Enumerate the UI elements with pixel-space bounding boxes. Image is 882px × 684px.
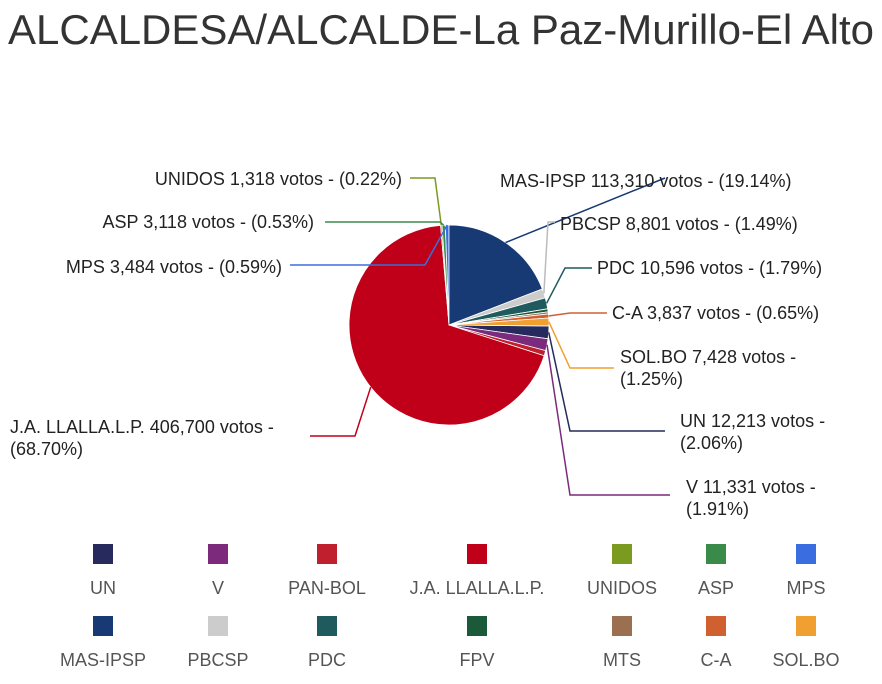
legend-label: MTS (603, 650, 641, 670)
legend-swatch (612, 544, 632, 564)
legend-label: C-A (700, 650, 732, 670)
leader-line (545, 267, 592, 304)
leader-line (548, 321, 614, 369)
chart-title: ALCALDESA/ALCALDE-La Paz-Murillo-El Alto (7, 6, 874, 53)
leader-line (505, 177, 666, 244)
data-label: MPS 3,484 votos - (0.59%) (65, 257, 282, 277)
legend-label: PBCSP (187, 650, 249, 670)
legend-swatch (208, 616, 228, 636)
leader-line (410, 177, 443, 226)
data-label: PBCSP 8,801 votos - (1.49%) (560, 214, 798, 234)
legend-label: PDC (307, 650, 346, 670)
leader-line (325, 221, 445, 226)
legend-label: ASP (697, 578, 735, 598)
legend-swatch (796, 616, 816, 636)
legend-swatch (208, 544, 228, 564)
pie-slice (448, 317, 550, 327)
legend-swatch (612, 616, 632, 636)
data-label: UN 12,213 votos - (2.06%) (680, 411, 826, 453)
legend-label: SOL.BO (772, 650, 840, 670)
data-label: ASP 3,118 votos - (0.53%) (102, 212, 314, 232)
legend-label: MAS-IPSP (59, 650, 147, 670)
legend-label: UNIDOS (586, 578, 657, 598)
legend-swatch (317, 544, 337, 564)
legend-swatch (317, 616, 337, 636)
legend-swatch (467, 544, 487, 564)
data-label: SOL.BO 7,428 votos - (1.25%) (620, 347, 797, 389)
legend-swatch (93, 616, 113, 636)
leader-line (543, 221, 555, 294)
legend-swatch (706, 544, 726, 564)
legend-label: FPV (459, 650, 495, 670)
leader-line (310, 386, 372, 437)
data-label: V 11,331 votos - (1.91%) (686, 477, 816, 519)
data-label: MAS-IPSP 113,310 votos - (19.14%) (500, 171, 792, 191)
legend-label: MPS (786, 578, 826, 598)
pie-slice (348, 224, 545, 426)
legend-swatch (796, 544, 816, 564)
data-label: UNIDOS 1,318 votos - (0.22%) (154, 169, 402, 189)
legend-label: V (211, 578, 224, 598)
leader-line (547, 332, 665, 432)
legend-label: UN (90, 578, 116, 598)
legend-swatch (467, 616, 487, 636)
leader-line (546, 344, 670, 496)
leader-line (290, 224, 448, 266)
leader-line (548, 312, 607, 317)
legend-swatch (706, 616, 726, 636)
data-label: C-A 3,837 votos - (0.65%) (612, 303, 820, 323)
legend-label: J.A. LLALLA.L.P. (409, 578, 545, 598)
data-label: J.A. LLALLA.L.P. 406,700 votos - (68.70%… (10, 417, 274, 459)
legend-label: PAN-BOL (288, 578, 366, 598)
data-label: PDC 10,596 votos - (1.79%) (597, 258, 823, 278)
pie-slice (448, 224, 543, 326)
legend-swatch (93, 544, 113, 564)
